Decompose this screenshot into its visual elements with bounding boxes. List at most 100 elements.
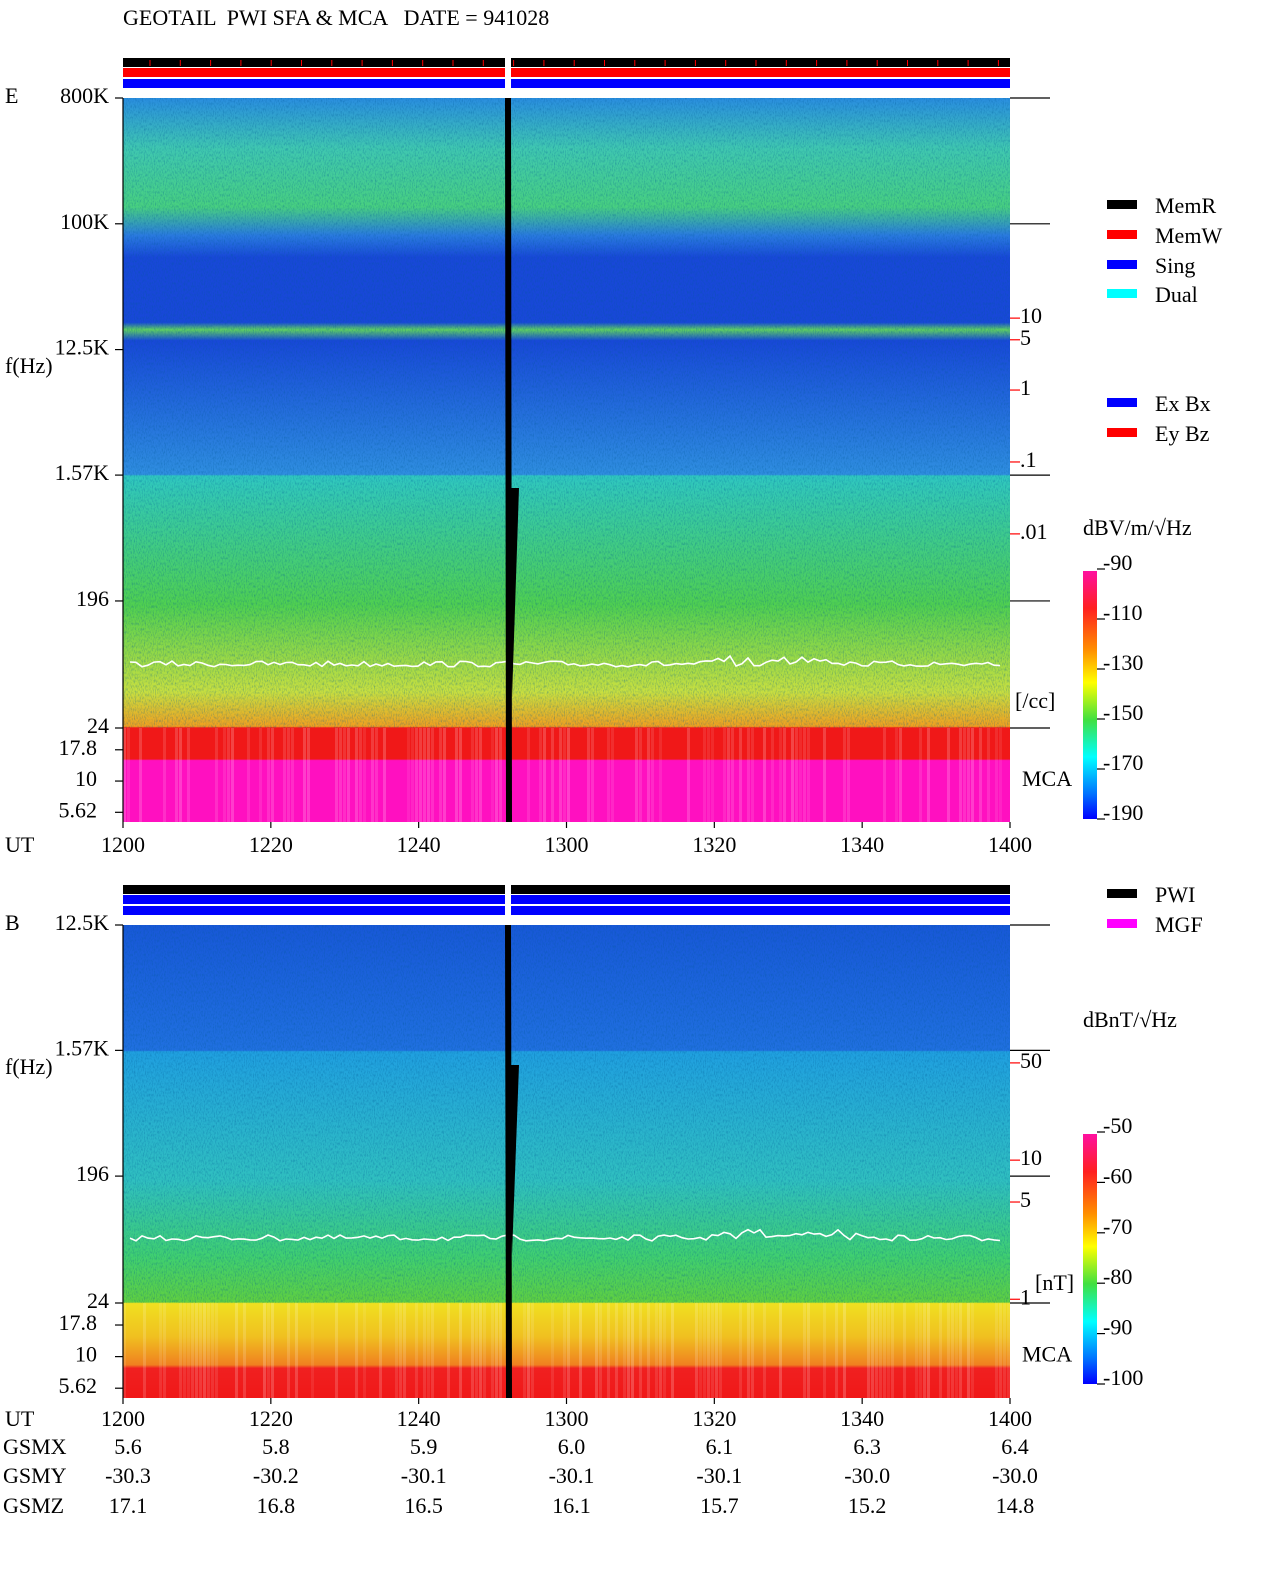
colorbar-tick-label: -130 <box>1103 650 1143 675</box>
mca-streak <box>999 1303 1002 1398</box>
mca-tick-label: 5.62 <box>59 1373 98 1398</box>
mca-streak <box>927 728 930 822</box>
y-tick-label: 196 <box>76 586 109 611</box>
mca-streak <box>179 728 182 822</box>
x-tick-label: 1200 <box>101 1406 145 1431</box>
colorbar <box>1083 1134 1097 1384</box>
mca-streak <box>359 728 362 822</box>
mca-streak <box>203 1303 206 1398</box>
orbit-cell: 5.9 <box>410 1434 438 1459</box>
mca-streak <box>803 1303 806 1398</box>
mca-streak <box>595 1303 598 1398</box>
mca-streak <box>587 728 590 822</box>
colorbar-tick-label: -150 <box>1103 700 1143 725</box>
mca-streak <box>303 728 306 822</box>
mca-streak <box>871 1303 874 1398</box>
mca-streak <box>779 1303 782 1398</box>
mca-streak <box>523 1303 526 1398</box>
mca-streak <box>431 728 434 822</box>
mca-streak <box>159 1303 162 1398</box>
mca-streak <box>551 728 554 822</box>
y-tick-label: 1.57K <box>55 460 110 485</box>
mca-streak <box>783 728 786 822</box>
mca-streak <box>499 728 502 822</box>
mca-streak <box>887 1303 890 1398</box>
mca-streak <box>479 1303 482 1398</box>
mca-streak <box>835 1303 838 1398</box>
legend-swatch <box>1107 260 1137 269</box>
mca-streak <box>747 1303 750 1398</box>
mca-streak <box>647 1303 650 1398</box>
mca-streak <box>339 728 342 822</box>
mca-label: MCA <box>1022 1342 1072 1367</box>
mca-streak <box>363 1303 366 1398</box>
mca-streak <box>923 1303 926 1398</box>
mca-streak <box>739 728 742 822</box>
orbit-cell: -30.2 <box>253 1463 299 1488</box>
colorbar-tick-label: -190 <box>1103 800 1143 825</box>
mca-streak <box>123 728 126 822</box>
x-tick-label: 1300 <box>545 1406 589 1431</box>
x-tick-label: 1220 <box>249 1406 293 1431</box>
mca-streak <box>999 728 1002 822</box>
mca-streak <box>703 1303 706 1398</box>
mca-streak <box>343 728 346 822</box>
mca-streak <box>539 728 542 822</box>
spectrogram-noise <box>123 925 1010 1303</box>
mca-streak <box>175 728 178 822</box>
orbit-cell: 16.1 <box>552 1493 591 1518</box>
mca-streak <box>187 1303 190 1398</box>
x-tick-label: 1200 <box>101 832 145 857</box>
mca-streak <box>459 1303 462 1398</box>
y2-tick-label: 10 <box>1020 303 1042 328</box>
mca-streak <box>795 728 798 822</box>
y-tick-label: 12.5K <box>55 910 110 935</box>
orbit-cell: 6.1 <box>706 1434 734 1459</box>
colorbar <box>1083 571 1097 819</box>
orbit-cell: -30.1 <box>549 1463 595 1488</box>
legend-label: MemR <box>1155 193 1216 218</box>
mca-streak <box>471 1303 474 1398</box>
x-label: UT <box>5 832 35 857</box>
mca-streak <box>659 1303 662 1398</box>
mca-streak <box>379 1303 382 1398</box>
x-label: UT <box>5 1406 35 1431</box>
x-tick-label: 1320 <box>692 1406 736 1431</box>
panel-label: E <box>5 83 18 108</box>
orbit-cell: -30.1 <box>401 1463 447 1488</box>
legend-swatch <box>1107 398 1137 407</box>
mca-streak <box>143 1303 146 1398</box>
mca-streak <box>267 1303 270 1398</box>
mca-streak <box>747 728 750 822</box>
mca-tick-label: 10 <box>75 1342 97 1367</box>
mca-streak <box>375 728 378 822</box>
mca-streak <box>711 728 714 822</box>
colorbar-tick-label: -90 <box>1103 550 1132 575</box>
mca-streak <box>123 1303 126 1398</box>
x-tick-label: 1400 <box>988 832 1032 857</box>
mca-tick-label: 17.8 <box>59 735 98 760</box>
colorbar-label: dBnT/√Hz <box>1083 1007 1177 1032</box>
mca-streak <box>979 728 982 822</box>
mca-streak <box>207 1303 210 1398</box>
colorbar-tick-label: -60 <box>1103 1163 1132 1188</box>
mca-streak <box>495 1303 498 1398</box>
mca-streak <box>455 728 458 822</box>
mca-streak <box>567 728 570 822</box>
mca-streak <box>479 728 482 822</box>
mca-streak <box>259 728 262 822</box>
mca-streak <box>771 728 774 822</box>
mca-streak <box>411 728 414 822</box>
mca-streak <box>211 1303 214 1398</box>
mca-streak <box>267 728 270 822</box>
mca-streak <box>127 728 130 822</box>
orbit-cell: -30.1 <box>696 1463 742 1488</box>
mca-streak <box>335 1303 338 1398</box>
mca-streak <box>947 1303 950 1398</box>
mca-streak <box>163 1303 166 1398</box>
mca-streak <box>699 1303 702 1398</box>
mca-streak <box>671 1303 674 1398</box>
page-title: GEOTAIL PWI SFA & MCA DATE = 941028 <box>123 5 549 30</box>
mca-streak <box>963 728 966 822</box>
